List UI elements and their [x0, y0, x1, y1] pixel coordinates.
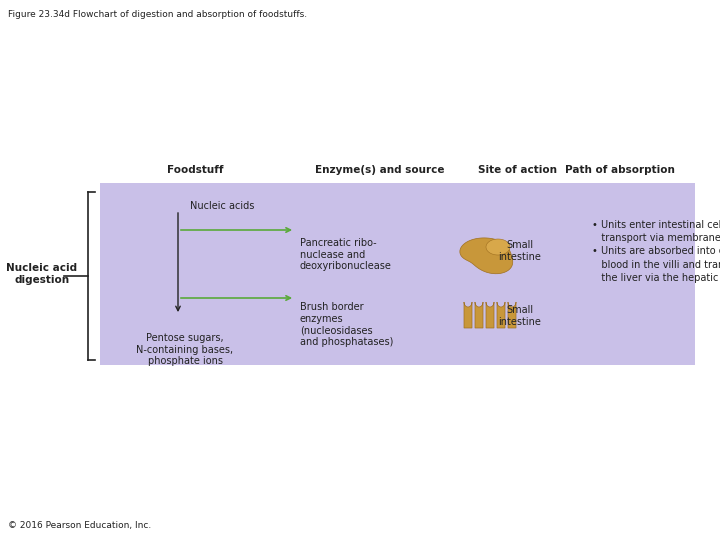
Text: Pancreatic ribo-
nuclease and
deoxyribonuclease: Pancreatic ribo- nuclease and deoxyribon…: [300, 238, 392, 271]
Polygon shape: [486, 302, 494, 328]
Polygon shape: [460, 238, 513, 274]
Polygon shape: [475, 302, 483, 328]
Text: Site of action: Site of action: [479, 165, 557, 175]
Polygon shape: [497, 302, 505, 328]
Polygon shape: [464, 302, 472, 328]
Bar: [100, 183, 695, 365]
Text: Brush border
enzymes
(nucleosidases
and phosphatases): Brush border enzymes (nucleosidases and …: [300, 302, 393, 347]
Text: Path of absorption: Path of absorption: [565, 165, 675, 175]
Text: • Units enter intestinal cells by active
   transport via membrane carriers.
• U: • Units enter intestinal cells by active…: [592, 220, 720, 283]
Text: Enzyme(s) and source: Enzyme(s) and source: [315, 165, 445, 175]
Text: Nucleic acids: Nucleic acids: [190, 201, 254, 211]
Text: Small
intestine: Small intestine: [498, 305, 541, 327]
Text: Pentose sugars,
N-containing bases,
phosphate ions: Pentose sugars, N-containing bases, phos…: [136, 333, 233, 366]
Text: Figure 23.34d Flowchart of digestion and absorption of foodstuffs.: Figure 23.34d Flowchart of digestion and…: [8, 10, 307, 19]
Text: Foodstuff: Foodstuff: [167, 165, 223, 175]
Polygon shape: [486, 239, 510, 255]
Text: Small
intestine: Small intestine: [498, 240, 541, 261]
Text: Nucleic acid
digestion: Nucleic acid digestion: [6, 263, 78, 285]
Text: © 2016 Pearson Education, Inc.: © 2016 Pearson Education, Inc.: [8, 521, 151, 530]
Polygon shape: [508, 302, 516, 328]
